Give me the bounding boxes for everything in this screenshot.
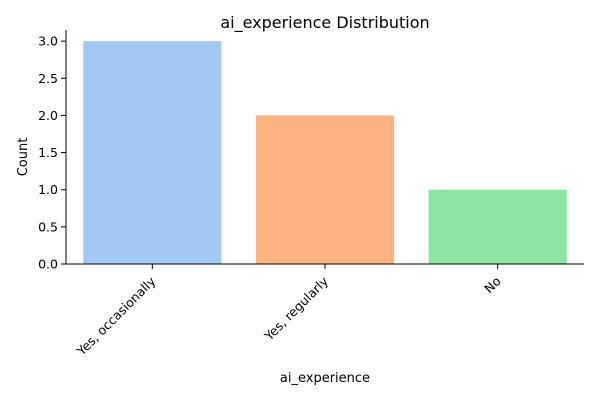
y-axis-ticks: 0.0 0.5 1.0 1.5 2.0 2.5 3.0 xyxy=(38,34,66,272)
y-tick-label: 2.5 xyxy=(38,71,58,86)
y-tick-label: 2.0 xyxy=(38,108,58,123)
plot-area: 0.00.51.01.52.02.53.0 Yes, occasionally Y… xyxy=(38,30,584,359)
bar xyxy=(428,189,567,264)
y-tick-label: 0.5 xyxy=(38,219,58,234)
y-tick-label: 0.0 xyxy=(38,257,58,272)
chart-title: ai_experience Distribution xyxy=(220,13,429,33)
y-tick-label: 1.5 xyxy=(38,145,58,160)
bar xyxy=(83,41,222,265)
y-tick-label: 1.0 xyxy=(38,182,58,197)
bar xyxy=(255,115,395,264)
x-axis-label: ai_experience xyxy=(280,371,370,386)
bars-group xyxy=(83,41,567,265)
y-axis-label: Count xyxy=(16,138,31,177)
y-tick-label: 3.0 xyxy=(38,34,58,49)
